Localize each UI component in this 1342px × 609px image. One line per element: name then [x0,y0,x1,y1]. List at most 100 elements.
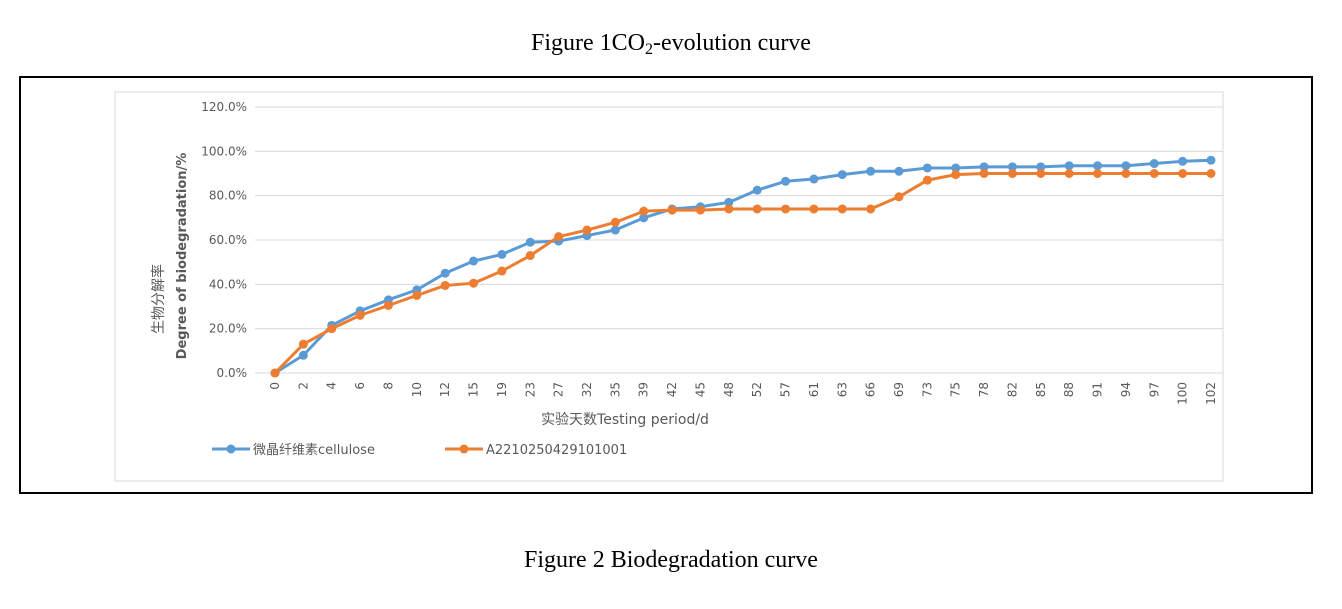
data-point [440,280,450,290]
biodegradation-chart: 0.0% 20.0% 40.0% 60.0% 80.0% 100.0% 120.0% 0 2 4… [114,91,1224,482]
data-point [525,237,535,247]
x-axis-label: 实验天数Testing period/d [541,412,709,428]
data-point [724,204,734,214]
data-point [1036,169,1046,178]
x-tick-label: 8 [381,382,395,390]
data-point [979,162,989,172]
data-point [894,166,904,176]
data-point [298,339,308,349]
x-tick-label: 63 [835,382,849,397]
x-tick-label: 75 [949,382,963,397]
x-tick-label: 102 [1204,382,1218,405]
data-point [1178,169,1188,178]
figure-1-title-subscript: 2 [645,41,654,58]
data-point [809,174,819,184]
chart-area-border [114,91,1224,482]
legend-label: A2210250429101001 [486,443,627,458]
data-point [383,300,393,310]
data-point [1007,162,1017,172]
x-tick-label: 91 [1091,382,1105,397]
data-point [752,204,762,214]
x-tick-label: 12 [438,382,452,397]
x-tick-label: 78 [977,382,991,397]
legend: 微晶纤维素cellulose A2210250429101001 [212,443,627,458]
x-tick-label: 48 [722,382,736,397]
x-tick-label: 45 [693,382,707,397]
data-point [894,192,904,202]
legend-swatch-marker [226,444,236,454]
data-point [639,206,649,216]
data-point [1206,155,1216,165]
data-point [781,176,791,186]
x-tick-label: 27 [552,382,566,397]
x-tick-label: 97 [1147,382,1161,397]
data-point [497,249,507,259]
x-tick-label: 94 [1119,382,1133,397]
y-tick-label: 40.0% [209,277,247,291]
x-tick-label: 4 [325,382,339,390]
chart-frame: 0.0% 20.0% 40.0% 60.0% 80.0% 100.0% 120.0% 0 2 4… [19,76,1313,494]
data-point [469,256,479,266]
data-point [724,197,734,207]
data-point [440,268,450,278]
x-tick-label: 39 [637,382,651,397]
data-point [922,175,932,185]
x-tick-label: 100 [1176,382,1190,405]
data-point [781,204,791,214]
figure-2-title: Figure 2 Biodegradation curve [524,547,818,573]
data-point [1121,169,1131,178]
x-tick-label: 52 [750,382,764,397]
x-tick-label: 2 [296,382,310,390]
data-point [752,185,762,195]
data-point [355,310,365,320]
data-point [554,232,564,242]
data-point [837,170,847,180]
y-axis-label-chinese: 生物分解率 [150,264,167,334]
series-line [274,158,1212,375]
series-line [273,172,1211,375]
data-point [610,225,620,235]
x-tick-label: 23 [523,382,537,397]
figure-1-title: Figure 1CO2-evolution curve [0,30,1342,59]
data-point [582,225,592,235]
x-tick-label: 42 [665,382,679,397]
data-point [497,266,507,276]
x-tick-label: 73 [920,382,934,397]
x-tick-label: 61 [807,382,821,397]
data-point [525,251,535,261]
data-point [1149,159,1159,169]
data-point [1178,156,1188,166]
y-tick-label: 120.0% [201,100,247,114]
x-tick-label: 10 [410,382,424,397]
data-point [922,163,932,173]
data-point [1206,169,1216,178]
data-point [1064,161,1074,171]
figure-1-title-suffix: -evolution curve [653,30,811,56]
x-tick-label: 82 [1005,382,1019,397]
series-sample [270,169,1216,378]
data-point [1064,169,1074,178]
legend-swatch-marker [459,444,469,454]
data-point [1007,169,1017,178]
data-point [412,290,422,300]
data-point [866,204,876,214]
data-point [695,205,705,215]
y-tick-label: 100.0% [201,144,247,158]
y-tick-label: 20.0% [209,322,247,336]
y-axis-label-english: Degree of biodegradation/% [175,153,190,360]
x-tick-label: 6 [353,382,367,390]
legend-label: 微晶纤维素cellulose [253,443,375,458]
y-tick-label: 60.0% [209,233,247,247]
y-tick-labels: 0.0% 20.0% 40.0% 60.0% 80.0% 100.0% 120.0% [201,100,247,380]
data-point [1149,169,1159,178]
data-point [270,368,280,378]
data-point [667,205,677,215]
legend-item: 微晶纤维素cellulose [212,443,375,458]
legend-item: A2210250429101001 [445,443,627,458]
gridlines [255,106,1223,374]
data-point [951,170,961,180]
data-point [1121,161,1131,171]
series-lines [270,155,1216,378]
data-point [298,350,308,360]
data-point [610,217,620,227]
